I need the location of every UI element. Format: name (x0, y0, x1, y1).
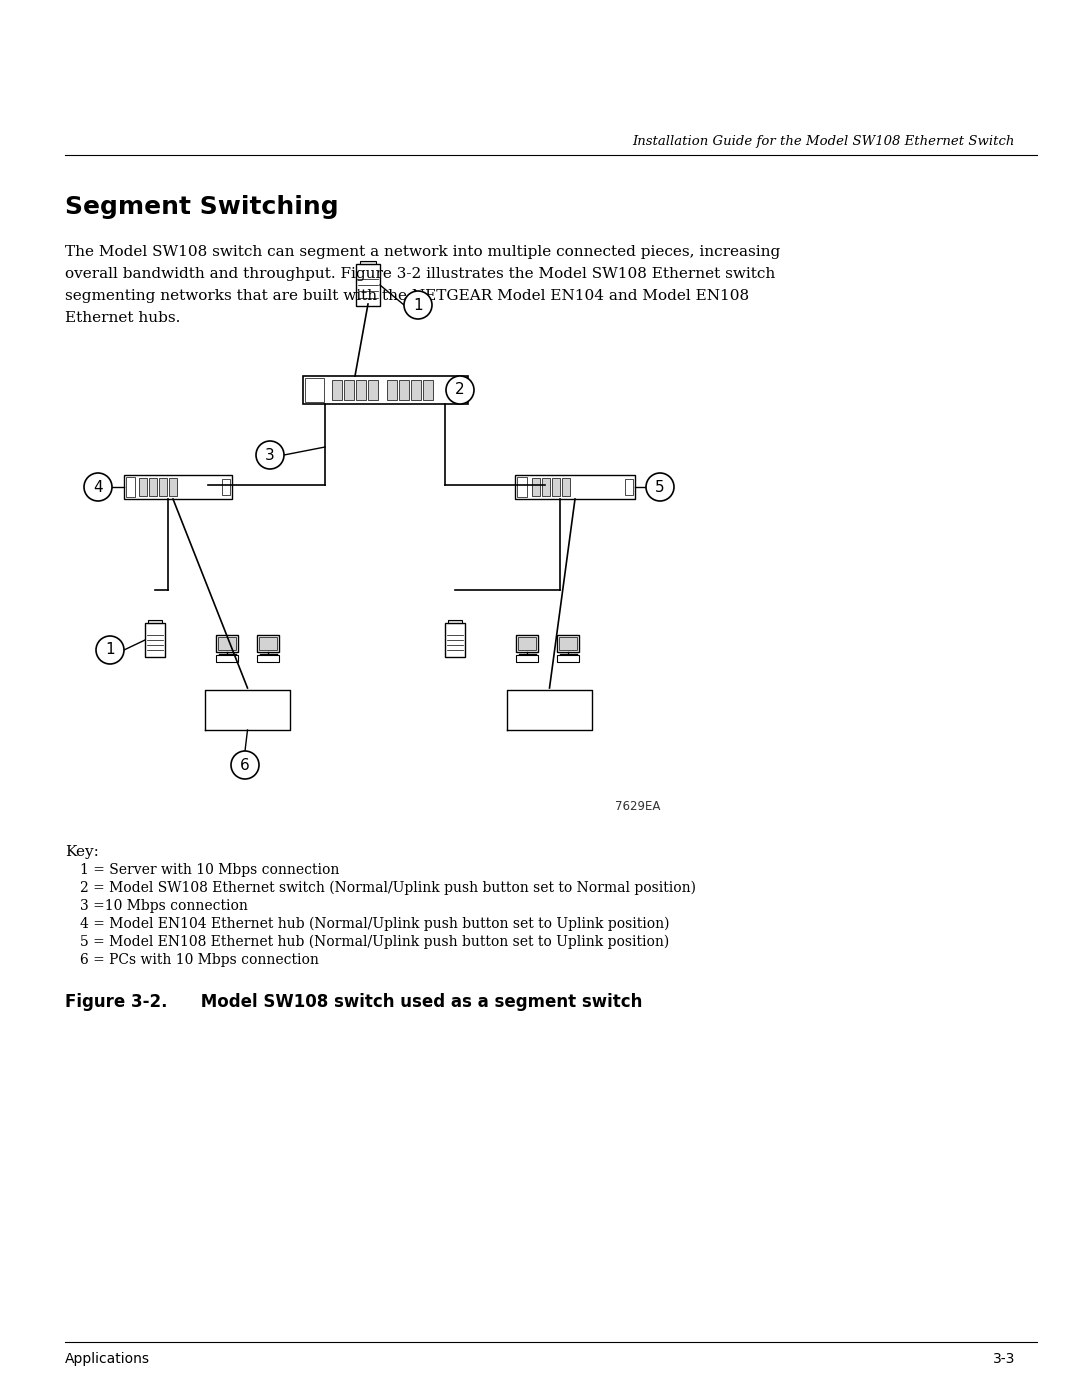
Text: 3-3: 3-3 (993, 1352, 1015, 1366)
FancyBboxPatch shape (625, 479, 633, 495)
Text: 6: 6 (240, 757, 249, 773)
FancyBboxPatch shape (531, 478, 540, 496)
FancyBboxPatch shape (542, 478, 550, 496)
FancyBboxPatch shape (559, 637, 577, 650)
Text: 2: 2 (455, 383, 464, 398)
FancyBboxPatch shape (552, 478, 559, 496)
FancyBboxPatch shape (356, 380, 366, 400)
Text: 6 = PCs with 10 Mbps connection: 6 = PCs with 10 Mbps connection (80, 953, 319, 967)
FancyBboxPatch shape (562, 478, 570, 496)
FancyBboxPatch shape (148, 620, 162, 623)
Text: Installation Guide for the Model SW108 Ethernet Switch: Installation Guide for the Model SW108 E… (633, 136, 1015, 148)
Text: 2 = Model SW108 Ethernet switch (Normal/Uplink push button set to Normal positio: 2 = Model SW108 Ethernet switch (Normal/… (80, 882, 696, 895)
FancyBboxPatch shape (456, 381, 465, 398)
FancyBboxPatch shape (257, 655, 279, 662)
Text: segmenting networks that are built with the NETGEAR Model EN104 and Model EN108: segmenting networks that are built with … (65, 289, 750, 303)
FancyBboxPatch shape (139, 478, 147, 496)
FancyBboxPatch shape (448, 620, 461, 623)
Text: 7629EA: 7629EA (615, 800, 660, 813)
FancyBboxPatch shape (216, 634, 238, 651)
Circle shape (96, 636, 124, 664)
FancyBboxPatch shape (149, 478, 157, 496)
FancyBboxPatch shape (218, 637, 237, 650)
Text: 1: 1 (105, 643, 114, 658)
FancyBboxPatch shape (445, 623, 464, 657)
FancyBboxPatch shape (259, 637, 278, 650)
Circle shape (646, 474, 674, 502)
FancyBboxPatch shape (388, 380, 397, 400)
FancyBboxPatch shape (124, 475, 232, 499)
FancyBboxPatch shape (222, 479, 230, 495)
FancyBboxPatch shape (126, 476, 135, 497)
FancyBboxPatch shape (360, 261, 376, 264)
Text: 5: 5 (656, 479, 665, 495)
Text: overall bandwidth and throughput. Figure 3-2 illustrates the Model SW108 Etherne: overall bandwidth and throughput. Figure… (65, 267, 775, 281)
FancyBboxPatch shape (557, 634, 579, 651)
FancyBboxPatch shape (159, 478, 167, 496)
Text: Key:: Key: (65, 845, 99, 859)
FancyBboxPatch shape (145, 623, 165, 657)
FancyBboxPatch shape (302, 376, 468, 404)
FancyBboxPatch shape (216, 655, 238, 662)
FancyBboxPatch shape (557, 655, 579, 662)
FancyBboxPatch shape (356, 264, 380, 306)
FancyBboxPatch shape (333, 380, 342, 400)
Text: 3 =10 Mbps connection: 3 =10 Mbps connection (80, 900, 248, 914)
Circle shape (84, 474, 112, 502)
Circle shape (446, 376, 474, 404)
Circle shape (231, 752, 259, 780)
Text: 1 = Server with 10 Mbps connection: 1 = Server with 10 Mbps connection (80, 863, 339, 877)
FancyBboxPatch shape (400, 380, 409, 400)
Circle shape (404, 291, 432, 319)
Text: 4 = Model EN104 Ethernet hub (Normal/Uplink push button set to Uplink position): 4 = Model EN104 Ethernet hub (Normal/Upl… (80, 916, 670, 932)
FancyBboxPatch shape (368, 380, 378, 400)
Text: 5 = Model EN108 Ethernet hub (Normal/Uplink push button set to Uplink position): 5 = Model EN108 Ethernet hub (Normal/Upl… (80, 935, 670, 950)
Text: Segment Switching: Segment Switching (65, 196, 339, 219)
Text: Figure 3-2.  Model SW108 switch used as a segment switch: Figure 3-2. Model SW108 switch used as a… (65, 993, 643, 1011)
Text: Applications: Applications (65, 1352, 150, 1366)
Circle shape (256, 441, 284, 469)
Text: 4: 4 (93, 479, 103, 495)
Text: Ethernet hubs.: Ethernet hubs. (65, 312, 180, 326)
FancyBboxPatch shape (411, 380, 421, 400)
FancyBboxPatch shape (170, 478, 177, 496)
FancyBboxPatch shape (516, 634, 538, 651)
Text: 3: 3 (265, 447, 275, 462)
FancyBboxPatch shape (423, 380, 433, 400)
FancyBboxPatch shape (257, 634, 279, 651)
FancyBboxPatch shape (305, 379, 324, 402)
Text: The Model SW108 switch can segment a network into multiple connected pieces, inc: The Model SW108 switch can segment a net… (65, 244, 780, 258)
FancyBboxPatch shape (518, 637, 536, 650)
Text: 1: 1 (414, 298, 422, 313)
FancyBboxPatch shape (515, 475, 635, 499)
FancyBboxPatch shape (345, 380, 354, 400)
FancyBboxPatch shape (516, 655, 538, 662)
FancyBboxPatch shape (517, 476, 527, 497)
